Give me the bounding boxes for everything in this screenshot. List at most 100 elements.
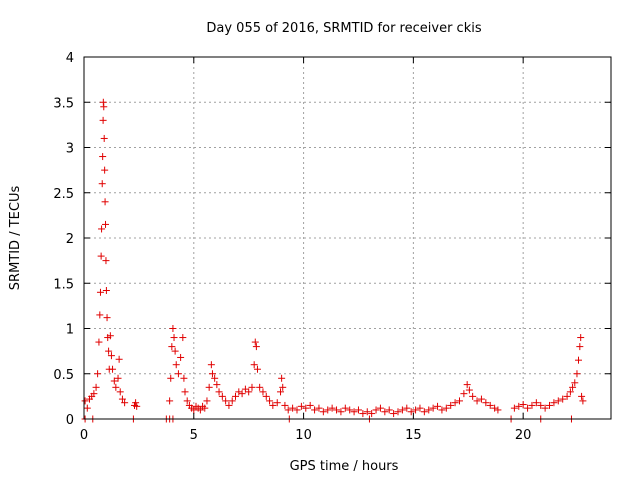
data-point [455,397,463,405]
data-point [97,252,105,260]
data-point [213,381,221,389]
data-point [90,390,98,398]
data-point [482,399,490,407]
data-point [181,388,189,396]
data-point [416,404,424,412]
data-point [429,404,437,412]
data-point [284,406,292,414]
data-point [259,388,267,396]
data-point [510,404,518,412]
data-point [407,408,415,416]
data-point [341,404,349,412]
data-point [537,401,545,409]
data-point [571,379,579,387]
data-point [515,402,523,410]
data-point [121,399,129,407]
x-tick-label: 5 [190,428,198,443]
data-point [92,383,100,391]
data-point [251,338,259,346]
data-point [273,399,281,407]
chart-title: Day 055 of 2016, SRMTID for receiver cki… [206,21,481,36]
data-point [289,404,297,412]
data-point [207,361,215,369]
grid-lines [84,57,611,419]
data-point [103,314,111,322]
y-tick-label: 2 [66,232,74,247]
data-point [368,410,376,418]
data-point [96,288,104,296]
y-tick-label: 1.5 [53,277,74,292]
data-point [99,153,107,161]
data-point [337,408,345,416]
data-point [177,353,185,361]
data-point [554,397,562,405]
y-tick-label: 3 [66,142,74,157]
data-point [170,334,178,342]
data-point [115,355,123,363]
data-point [250,361,258,369]
data-markers [81,98,587,423]
data-point [179,334,187,342]
plot-frame [83,56,612,420]
y-tick-label: 0 [66,413,74,428]
data-point [222,397,230,405]
data-point [100,103,108,111]
data-point [96,311,104,319]
data-point [110,377,118,385]
data-point [105,347,113,355]
y-tick-label: 1 [66,323,74,338]
data-point [190,406,198,414]
data-point [106,332,114,340]
y-tick-label: 0.5 [53,368,74,383]
x-axis-label: GPS time / hours [290,459,399,474]
data-point [438,406,446,414]
data-point [201,404,209,412]
data-point [114,374,122,382]
data-point [253,365,261,373]
axis-ticks: 0 5 10 15 20 0 0.5 1 1.5 2 2.5 3 3.5 4 [53,51,611,443]
data-point [477,395,485,403]
data-point [118,395,126,403]
data-point [559,395,567,403]
data-point [248,383,256,391]
data-point [333,406,341,414]
x-tick-label: 20 [515,428,532,443]
y-tick-label: 3.5 [53,96,74,111]
x-tick-label: 0 [80,428,88,443]
data-point [172,361,180,369]
data-point [460,390,468,398]
data-point [381,408,389,416]
data-point [133,402,141,410]
data-point [434,402,442,410]
data-point [203,397,211,405]
data-point [385,406,393,414]
data-point [541,404,549,412]
data-point [311,406,319,414]
data-point [447,401,455,409]
data-point [442,404,450,412]
data-point [180,374,188,382]
data-point [315,404,323,412]
data-point [171,347,179,355]
data-point [359,410,367,418]
data-point [328,404,336,412]
data-point [235,388,243,396]
data-point [269,401,277,409]
data-point [575,356,583,364]
data-point [425,406,433,414]
data-point [81,397,89,405]
data-point [293,406,301,414]
data-point [225,401,233,409]
data-point [532,399,540,407]
data-point [563,392,571,400]
data-point [306,401,314,409]
data-point [297,402,305,410]
data-point [218,392,226,400]
data-point [101,166,109,174]
data-point [112,383,120,391]
data-point [100,134,108,142]
data-point [394,408,402,416]
y-tick-label: 4 [66,51,74,66]
data-point [245,388,253,396]
